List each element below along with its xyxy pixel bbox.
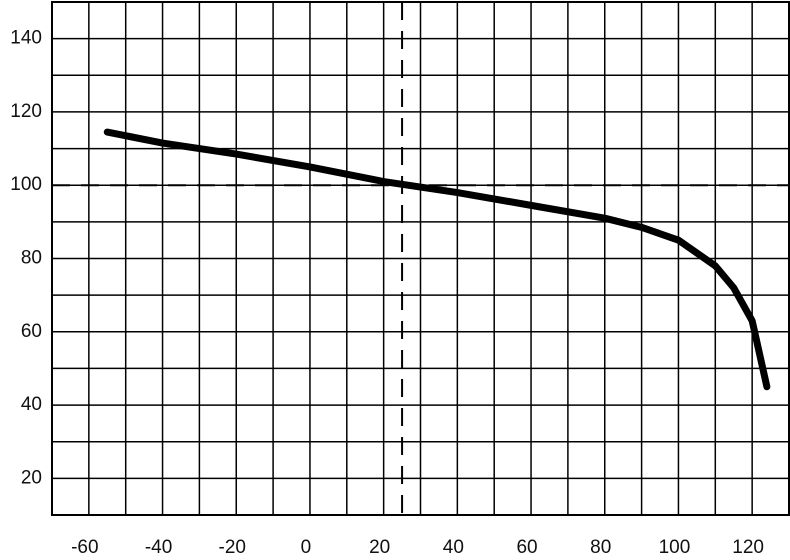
- x-tick-label: 0: [301, 537, 312, 558]
- y-tick-label: 60: [21, 321, 42, 342]
- x-tick-label: 20: [369, 537, 390, 558]
- x-tick-label: -60: [71, 537, 98, 558]
- curve: [103, 128, 771, 391]
- x-tick-label: 60: [516, 537, 537, 558]
- y-tick-label: 80: [21, 248, 42, 269]
- x-tick-label: 80: [590, 537, 611, 558]
- y-tick-label: 40: [21, 394, 42, 415]
- x-tick-label: 120: [732, 537, 764, 558]
- y-tick-label: 140: [10, 28, 42, 49]
- plot-frame: [51, 1, 790, 516]
- x-tick-label: 40: [443, 537, 464, 558]
- x-tick-label: -20: [219, 537, 246, 558]
- y-tick-label: 20: [21, 467, 42, 488]
- x-tick-label: 100: [659, 537, 691, 558]
- y-tick-label: 120: [10, 101, 42, 122]
- x-tick-label: -40: [145, 537, 172, 558]
- y-tick-label: 100: [10, 174, 42, 195]
